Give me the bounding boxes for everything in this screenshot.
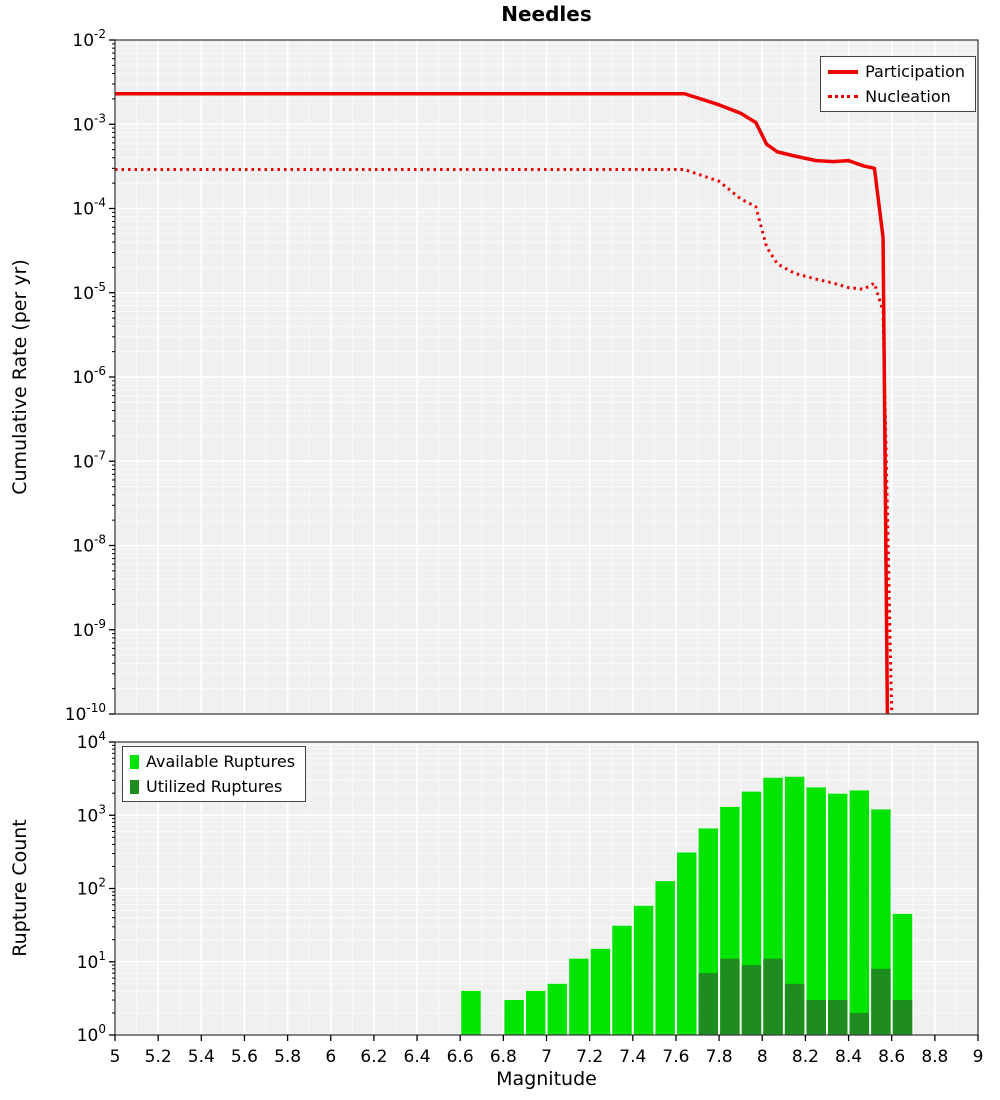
svg-text:7.6: 7.6 <box>662 1047 689 1067</box>
svg-text:10-2: 10-2 <box>72 27 106 51</box>
svg-text:7.8: 7.8 <box>706 1047 733 1067</box>
svg-text:10-7: 10-7 <box>72 448 106 472</box>
svg-text:102: 102 <box>77 876 106 900</box>
available-ruptures-swatch-icon <box>130 754 139 769</box>
svg-text:10-8: 10-8 <box>72 533 106 557</box>
svg-text:9: 9 <box>973 1047 984 1067</box>
svg-text:104: 104 <box>77 729 106 753</box>
svg-text:5.6: 5.6 <box>231 1047 258 1067</box>
svg-text:5.4: 5.4 <box>188 1047 215 1067</box>
legend-label: Available Ruptures <box>146 752 296 771</box>
svg-text:6.8: 6.8 <box>490 1047 517 1067</box>
svg-text:10-10: 10-10 <box>65 701 106 725</box>
svg-text:10-3: 10-3 <box>72 111 106 135</box>
svg-text:100: 100 <box>77 1022 106 1046</box>
svg-text:7.2: 7.2 <box>576 1047 603 1067</box>
svg-text:101: 101 <box>77 949 106 973</box>
svg-text:8.2: 8.2 <box>792 1047 819 1067</box>
legend-label: Participation <box>865 62 965 81</box>
solid-line-sample-icon <box>828 69 859 74</box>
chart-title: Needles <box>501 2 592 26</box>
svg-text:6.6: 6.6 <box>447 1047 474 1067</box>
svg-text:8.6: 8.6 <box>878 1047 905 1067</box>
svg-text:10-4: 10-4 <box>72 196 106 220</box>
svg-text:7.4: 7.4 <box>619 1047 646 1067</box>
utilized-ruptures-swatch-icon <box>130 779 139 794</box>
svg-text:8.4: 8.4 <box>835 1047 862 1067</box>
bottom-legend: Available Ruptures Utilized Ruptures <box>122 746 307 802</box>
legend-item-utilized-ruptures: Utilized Ruptures <box>130 777 295 796</box>
legend-label: Nucleation <box>865 87 951 106</box>
svg-text:8.8: 8.8 <box>921 1047 948 1067</box>
svg-text:5.2: 5.2 <box>145 1047 172 1067</box>
svg-text:5: 5 <box>110 1047 121 1067</box>
svg-text:7: 7 <box>541 1047 552 1067</box>
legend-item-available-ruptures: Available Ruptures <box>130 752 295 771</box>
svg-text:10-6: 10-6 <box>72 364 106 388</box>
svg-text:6.2: 6.2 <box>360 1047 387 1067</box>
svg-text:6.4: 6.4 <box>404 1047 431 1067</box>
top-legend: Participation Nucleation <box>820 56 976 112</box>
legend-item-participation: Participation <box>828 62 965 81</box>
svg-text:5.8: 5.8 <box>274 1047 301 1067</box>
svg-text:10-9: 10-9 <box>72 617 106 641</box>
svg-text:103: 103 <box>77 802 106 826</box>
legend-label: Utilized Ruptures <box>146 777 283 796</box>
svg-text:10-5: 10-5 <box>72 280 106 304</box>
x-axis-label: Magnitude <box>496 1068 597 1090</box>
dotted-line-sample-icon <box>828 95 859 98</box>
svg-text:6: 6 <box>325 1047 336 1067</box>
svg-text:8: 8 <box>757 1047 768 1067</box>
legend-item-nucleation: Nucleation <box>828 87 965 106</box>
